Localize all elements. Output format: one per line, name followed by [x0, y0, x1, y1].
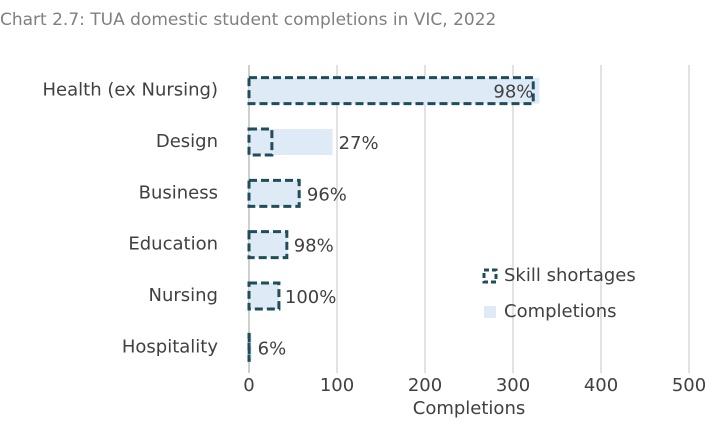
legend-swatch [482, 268, 498, 284]
y-tick-label: Education [128, 234, 218, 255]
data-label: 27% [339, 133, 379, 154]
data-label: 100% [285, 287, 336, 308]
x-axis-title: Completions [413, 398, 525, 419]
y-tick-label: Design [156, 131, 218, 152]
data-label: 98% [493, 82, 533, 103]
x-tick-label: 200 [408, 375, 442, 396]
skill-shortage-bar [247, 178, 301, 208]
x-tick-label: 0 [243, 375, 254, 396]
y-tick-label: Nursing [149, 285, 219, 306]
legend-swatch [484, 306, 496, 318]
skill-shortage-bar [247, 76, 535, 106]
x-tick-label: 300 [496, 375, 530, 396]
skill-shortage-bar [247, 127, 274, 157]
y-tick-label: Health (ex Nursing) [43, 80, 219, 101]
completions-bar [249, 129, 333, 155]
completions-bar [249, 77, 540, 104]
y-tick-label: Business [139, 182, 218, 203]
completions-bar [249, 283, 279, 309]
data-label: 96% [307, 184, 347, 205]
x-tick-label: 400 [584, 375, 618, 396]
chart-title: Chart 2.7: TUA domestic student completi… [0, 10, 496, 30]
completions-bar [249, 231, 288, 258]
legend-label: Skill shortages [504, 265, 636, 286]
x-tick-label: 100 [320, 375, 354, 396]
skill-shortage-bar [247, 281, 281, 311]
skill-shortage-bar [247, 230, 289, 260]
y-tick-label: Hospitality [122, 336, 219, 357]
x-tick-label: 500 [672, 375, 706, 396]
data-label: 98% [294, 236, 334, 257]
legend-label: Completions [504, 301, 616, 322]
data-label: 6% [258, 338, 287, 359]
completions-bar [249, 180, 301, 207]
